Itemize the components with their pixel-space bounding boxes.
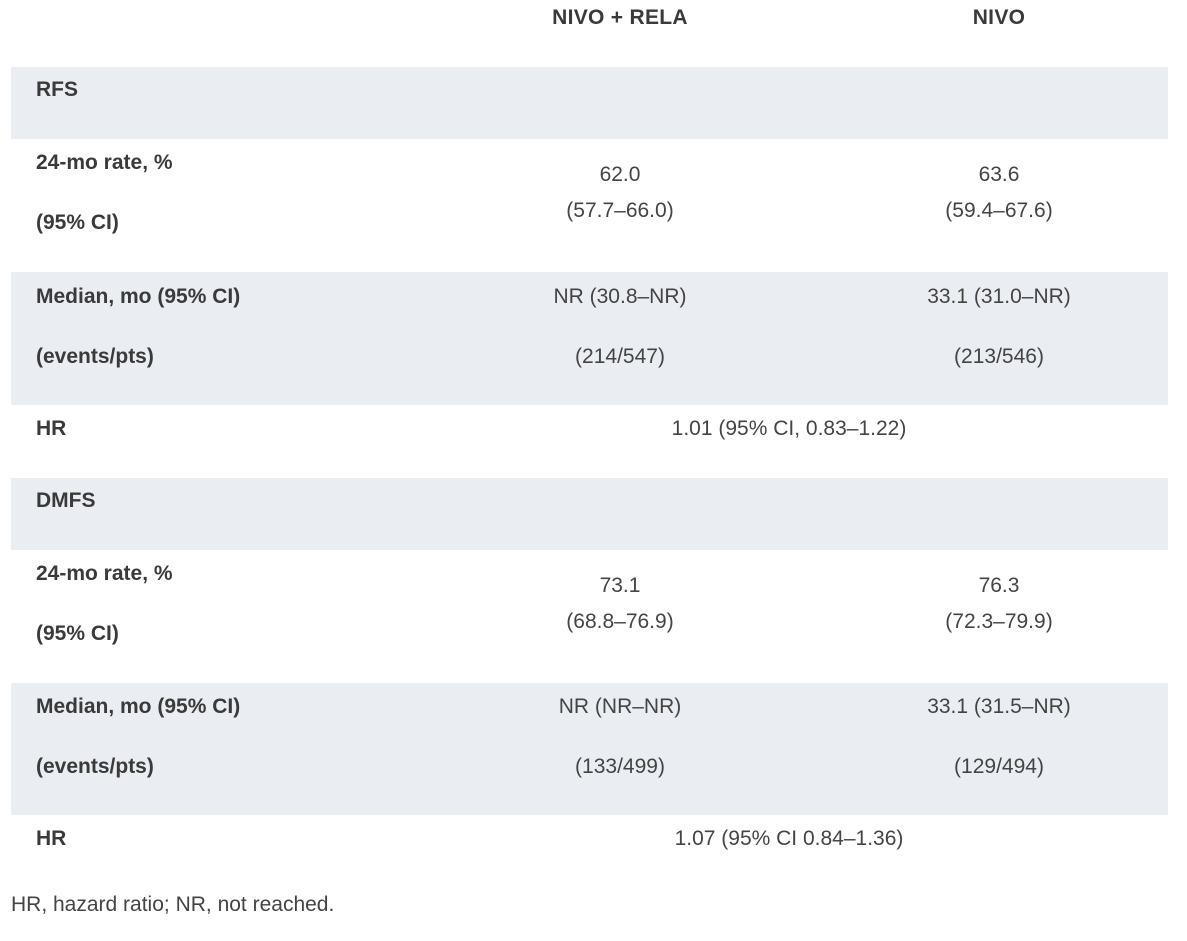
row-label: 24-mo rate, % bbox=[36, 562, 173, 585]
cell-events: (213/546) bbox=[954, 345, 1044, 368]
cell-value: 62.0 bbox=[599, 163, 641, 186]
cell-events: (214/547) bbox=[575, 345, 665, 368]
section-title: DMFS bbox=[36, 489, 96, 512]
row-label-sub: (events/pts) bbox=[36, 345, 154, 368]
hazard-ratio-value: 1.07 (95% CI 0.84–1.36) bbox=[674, 827, 904, 850]
column-header-nivo-rela: NIVO + RELA bbox=[552, 6, 688, 29]
row-label-sub: (95% CI) bbox=[36, 211, 119, 234]
rfs-median-row: Median, mo (95% CI) (events/pts) NR (30.… bbox=[11, 272, 1168, 405]
table-footnote: HR, hazard ratio; NR, not reached. bbox=[11, 893, 335, 916]
cell-ci: (57.7–66.0) bbox=[566, 199, 674, 222]
cell-median: NR (30.8–NR) bbox=[553, 285, 687, 308]
hazard-ratio-value: 1.01 (95% CI, 0.83–1.22) bbox=[671, 417, 907, 440]
dmfs-section-row: DMFS bbox=[11, 478, 1168, 550]
rfs-rate-row: 24-mo rate, % (95% CI) 62.0 (57.7–66.0) … bbox=[11, 139, 1168, 272]
cell-events: (129/494) bbox=[954, 755, 1044, 778]
rfs-section-row: RFS bbox=[11, 67, 1168, 139]
dmfs-hr-row: HR 1.07 (95% CI 0.84–1.36) bbox=[11, 815, 1168, 877]
cell-median: 33.1 (31.0–NR) bbox=[927, 285, 1071, 308]
dmfs-median-row: Median, mo (95% CI) (events/pts) NR (NR–… bbox=[11, 683, 1168, 815]
cell-ci: (68.8–76.9) bbox=[566, 610, 674, 633]
cell-value: 63.6 bbox=[978, 163, 1020, 186]
row-label-sub: (95% CI) bbox=[36, 622, 119, 645]
cell-value: 73.1 bbox=[599, 574, 641, 597]
rfs-hr-row: HR 1.01 (95% CI, 0.83–1.22) bbox=[11, 405, 1168, 478]
cell-median: 33.1 (31.5–NR) bbox=[927, 695, 1071, 718]
cell-median: NR (NR–NR) bbox=[558, 695, 682, 718]
cell-value: 76.3 bbox=[978, 574, 1020, 597]
row-label: HR bbox=[36, 417, 67, 440]
row-label: Median, mo (95% CI) bbox=[36, 285, 241, 308]
row-label-sub: (events/pts) bbox=[36, 755, 154, 778]
row-label: Median, mo (95% CI) bbox=[36, 695, 241, 718]
row-label: HR bbox=[36, 827, 67, 850]
row-label: 24-mo rate, % bbox=[36, 151, 173, 174]
cell-ci: (59.4–67.6) bbox=[945, 199, 1053, 222]
cell-ci: (72.3–79.9) bbox=[945, 610, 1053, 633]
cell-events: (133/499) bbox=[575, 755, 665, 778]
column-header-nivo: NIVO bbox=[972, 6, 1026, 29]
section-title: RFS bbox=[36, 78, 78, 101]
dmfs-rate-row: 24-mo rate, % (95% CI) 73.1 (68.8–76.9) … bbox=[11, 550, 1168, 683]
